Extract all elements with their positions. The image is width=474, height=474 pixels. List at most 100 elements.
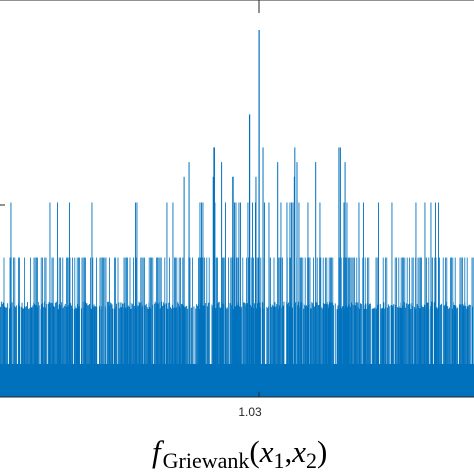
- histogram-bar: [358, 202, 360, 397]
- histogram-bar: [24, 257, 25, 397]
- histogram-bar: [324, 303, 325, 397]
- histogram-bar: [158, 257, 160, 397]
- histogram-bar: [89, 304, 90, 397]
- histogram-bar: [373, 308, 375, 397]
- histogram-bar: [217, 302, 219, 397]
- histogram-bar: [0, 301, 2, 397]
- histogram-bar: [367, 257, 368, 397]
- histogram-bar: [184, 307, 186, 397]
- histogram-bar: [346, 202, 348, 397]
- histogram-bar: [392, 305, 394, 397]
- histogram-bar: [312, 303, 314, 397]
- histogram-bar: [246, 257, 247, 397]
- histogram-bar: [219, 307, 221, 397]
- histogram-bar: [318, 305, 320, 397]
- histogram-bar: [142, 257, 144, 397]
- histogram-bar: [252, 202, 253, 397]
- histogram-bar: [159, 257, 161, 397]
- histogram-bar: [160, 308, 162, 397]
- histogram-bar: [111, 304, 113, 397]
- histogram-bar: [460, 257, 462, 397]
- histogram-bar: [381, 307, 383, 397]
- histogram-bar: [86, 302, 88, 397]
- histogram-bar: [357, 302, 359, 397]
- histogram-bar: [6, 307, 8, 397]
- histogram-bar: [352, 257, 354, 397]
- histogram-bar: [454, 257, 456, 397]
- histogram-bar: [189, 257, 191, 397]
- histogram-bar: [54, 302, 56, 397]
- histogram-bar: [403, 257, 404, 397]
- histogram-bar: [420, 257, 421, 397]
- histogram-bar: [228, 257, 229, 397]
- histogram-bar: [55, 301, 57, 397]
- histogram-bar: [255, 202, 256, 397]
- histogram-bar: [319, 202, 321, 397]
- histogram-bar: [203, 305, 205, 397]
- histogram-bar: [423, 304, 425, 397]
- histogram-bar: [277, 162, 279, 397]
- histogram-bar: [374, 307, 376, 397]
- histogram-bar: [63, 307, 64, 397]
- histogram-bar: [211, 304, 213, 397]
- histogram-bar: [32, 305, 34, 397]
- histogram-bar: [322, 308, 324, 397]
- histogram-bar: [217, 257, 218, 397]
- histogram-bar: [382, 257, 384, 397]
- histogram-bar: [453, 305, 455, 397]
- histogram-bar: [340, 257, 342, 397]
- bar-series: [0, 30, 474, 397]
- histogram-bar: [234, 306, 236, 397]
- histogram-bar: [10, 202, 12, 397]
- histogram-bar: [330, 257, 331, 397]
- histogram-bar: [28, 308, 30, 397]
- histogram-bar: [51, 257, 53, 397]
- histogram-bar: [396, 257, 397, 397]
- histogram-bar: [300, 257, 301, 397]
- histogram-bar: [455, 305, 457, 397]
- histogram-bar: [175, 257, 176, 397]
- histogram-bar: [239, 306, 241, 397]
- histogram-bar: [302, 257, 304, 397]
- histogram-bar: [85, 257, 86, 397]
- histogram-bar: [100, 257, 102, 397]
- histogram-bar: [426, 302, 428, 397]
- histogram-bar: [44, 257, 46, 397]
- histogram-bar: [93, 304, 95, 397]
- histogram-bar: [432, 257, 433, 397]
- histogram-bar: [350, 257, 352, 397]
- histogram-bar: [185, 306, 187, 397]
- histogram-bar: [123, 257, 125, 397]
- histogram-bar: [418, 257, 420, 397]
- histogram-bar: [301, 257, 302, 397]
- histogram-bar: [267, 308, 269, 397]
- histogram-bar: [69, 257, 71, 397]
- histogram-bar: [180, 257, 181, 397]
- histogram-bar: [298, 202, 300, 397]
- histogram-bar: [73, 309, 75, 397]
- histogram-bar: [366, 308, 368, 397]
- histogram-bar: [81, 308, 82, 397]
- histogram-bar: [260, 257, 262, 397]
- histogram-bar: [69, 202, 70, 397]
- histogram-bar: [9, 257, 11, 397]
- histogram-bar: [157, 257, 158, 397]
- histogram-bar: [95, 305, 97, 397]
- histogram-bar: [261, 302, 263, 397]
- histogram-bar: [164, 257, 166, 397]
- histogram-bar: [186, 305, 188, 397]
- histogram-bar: [16, 305, 18, 397]
- histogram-bar: [300, 302, 302, 397]
- histogram-bar: [41, 304, 43, 397]
- histogram-bar: [256, 257, 258, 397]
- histogram-bar: [456, 308, 458, 397]
- histogram-bar: [347, 307, 349, 397]
- histogram-bar: [466, 257, 468, 397]
- histogram-bar: [397, 307, 399, 397]
- histogram-bar: [135, 202, 136, 397]
- histogram-bar: [406, 257, 408, 397]
- histogram-bar: [295, 302, 297, 397]
- histogram-bar: [378, 202, 379, 397]
- histogram-bar: [33, 257, 35, 397]
- histogram-bar: [317, 305, 319, 397]
